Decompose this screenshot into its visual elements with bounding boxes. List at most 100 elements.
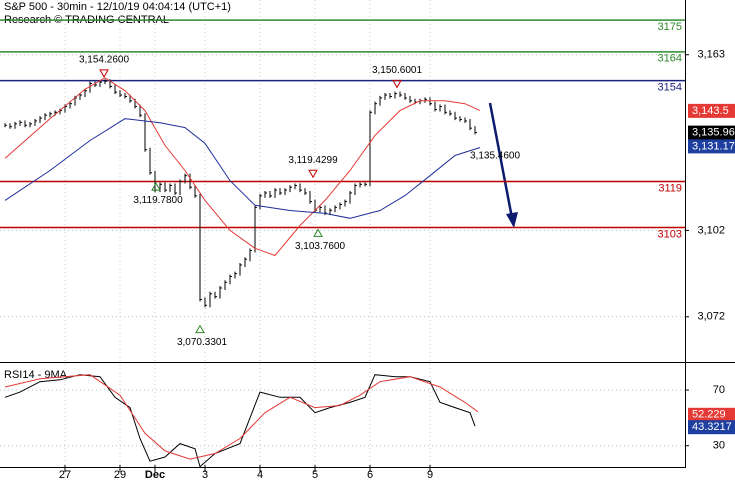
x-tick-label: 29 — [114, 469, 126, 480]
price-bar — [214, 291, 217, 299]
price-bar — [289, 185, 292, 193]
last-value-box — [688, 139, 735, 154]
price-bar — [189, 173, 192, 190]
price-bar — [84, 88, 87, 98]
price-bar — [409, 95, 412, 103]
high-marker — [308, 169, 318, 179]
x-tick-label: 27 — [59, 469, 71, 480]
price-bar — [39, 116, 42, 123]
price-bar — [229, 274, 232, 285]
price-bar — [359, 182, 362, 188]
price-bar — [239, 262, 242, 276]
price-bar — [14, 121, 17, 129]
annotation-label: 3,154.2600 — [79, 55, 129, 66]
price-bar — [69, 101, 72, 109]
price-bar — [429, 97, 432, 106]
x-tick-label: Dec — [145, 469, 165, 480]
price-bar — [259, 193, 262, 210]
price-bar — [179, 179, 182, 195]
projection-arrow — [488, 102, 518, 228]
price-bar — [279, 188, 282, 195]
x-tick-label: 5 — [312, 469, 318, 480]
chart-title: S&P 500 - 30min - 12/10/19 04:04:14 (UTC… — [4, 1, 231, 13]
annotation-label: 3,119.4299 — [288, 155, 338, 166]
price-bar — [269, 190, 272, 198]
price-bar — [284, 188, 287, 195]
price-bar — [184, 173, 187, 184]
series-line — [4, 77, 481, 257]
price-bar — [79, 93, 82, 100]
price-bar — [349, 190, 352, 204]
price-bar — [249, 248, 252, 262]
last-value-box — [688, 407, 735, 422]
price-bar — [234, 271, 237, 279]
level-label: 3175 — [658, 21, 682, 33]
price-bar — [274, 188, 277, 198]
last-value-label: 43.3217 — [692, 421, 732, 433]
price-bar — [244, 257, 247, 267]
level-label: 3103 — [658, 228, 682, 240]
last-value-label: 3,135.96 — [692, 127, 735, 139]
price-bar — [459, 116, 462, 122]
annotation-label: 3,070.3301 — [177, 337, 227, 348]
low-marker — [195, 324, 205, 334]
price-bar — [439, 104, 442, 112]
price-bar — [319, 205, 322, 213]
price-bar — [354, 183, 357, 195]
price-bar — [369, 110, 372, 187]
price-bar — [149, 147, 152, 175]
price-bar — [4, 123, 7, 128]
annotation-label: 3,119.7800 — [133, 195, 183, 206]
price-bar — [19, 120, 22, 126]
annotation-label: 3,103.7600 — [295, 241, 345, 252]
price-bar — [334, 205, 337, 213]
price-bar — [424, 97, 427, 103]
price-bar — [194, 185, 197, 198]
price-bar — [304, 188, 307, 195]
x-tick-label: 3 — [202, 469, 208, 480]
low-marker — [151, 182, 161, 191]
price-bar — [139, 104, 142, 118]
price-bar — [209, 291, 212, 308]
last-value-label: 3,131.17 — [692, 140, 735, 152]
price-bar — [24, 120, 27, 128]
price-bar — [49, 111, 52, 118]
series-line — [4, 374, 479, 460]
price-bar — [339, 202, 342, 210]
price-bar — [464, 117, 467, 123]
price-bar — [174, 183, 177, 195]
low-marker — [313, 228, 323, 237]
high-marker — [99, 69, 109, 78]
price-bar — [219, 286, 222, 299]
level-label: 3154 — [658, 82, 682, 94]
price-bar — [89, 81, 92, 93]
y-tick-label: 3,102 — [697, 224, 725, 236]
price-bar — [474, 126, 477, 135]
last-value-box — [688, 420, 735, 435]
y-tick-label: 3,163 — [697, 49, 725, 61]
price-bar — [294, 183, 297, 190]
last-value-label: 52.229 — [692, 409, 726, 421]
price-bar — [449, 110, 452, 116]
price-bar — [124, 93, 127, 99]
price-bar — [469, 118, 472, 131]
level-label: 3164 — [658, 53, 682, 65]
price-bar — [384, 93, 387, 100]
rsi-title: RSI14 - 9MA — [4, 369, 68, 381]
price-bar — [399, 91, 402, 98]
last-value-label: 3,143.5 — [692, 105, 729, 117]
price-bar — [9, 123, 12, 129]
price-bar — [144, 113, 147, 152]
price-bar — [364, 182, 367, 187]
y-tick-label: 70 — [713, 384, 725, 396]
price-bar — [374, 101, 377, 115]
price-bar — [199, 193, 202, 302]
series-line — [4, 118, 481, 219]
last-value-box — [688, 103, 735, 118]
annotation-label: 3,135.4600 — [470, 151, 520, 162]
price-bar — [204, 297, 207, 308]
x-tick-label: 9 — [427, 469, 433, 480]
price-bar — [444, 104, 447, 115]
